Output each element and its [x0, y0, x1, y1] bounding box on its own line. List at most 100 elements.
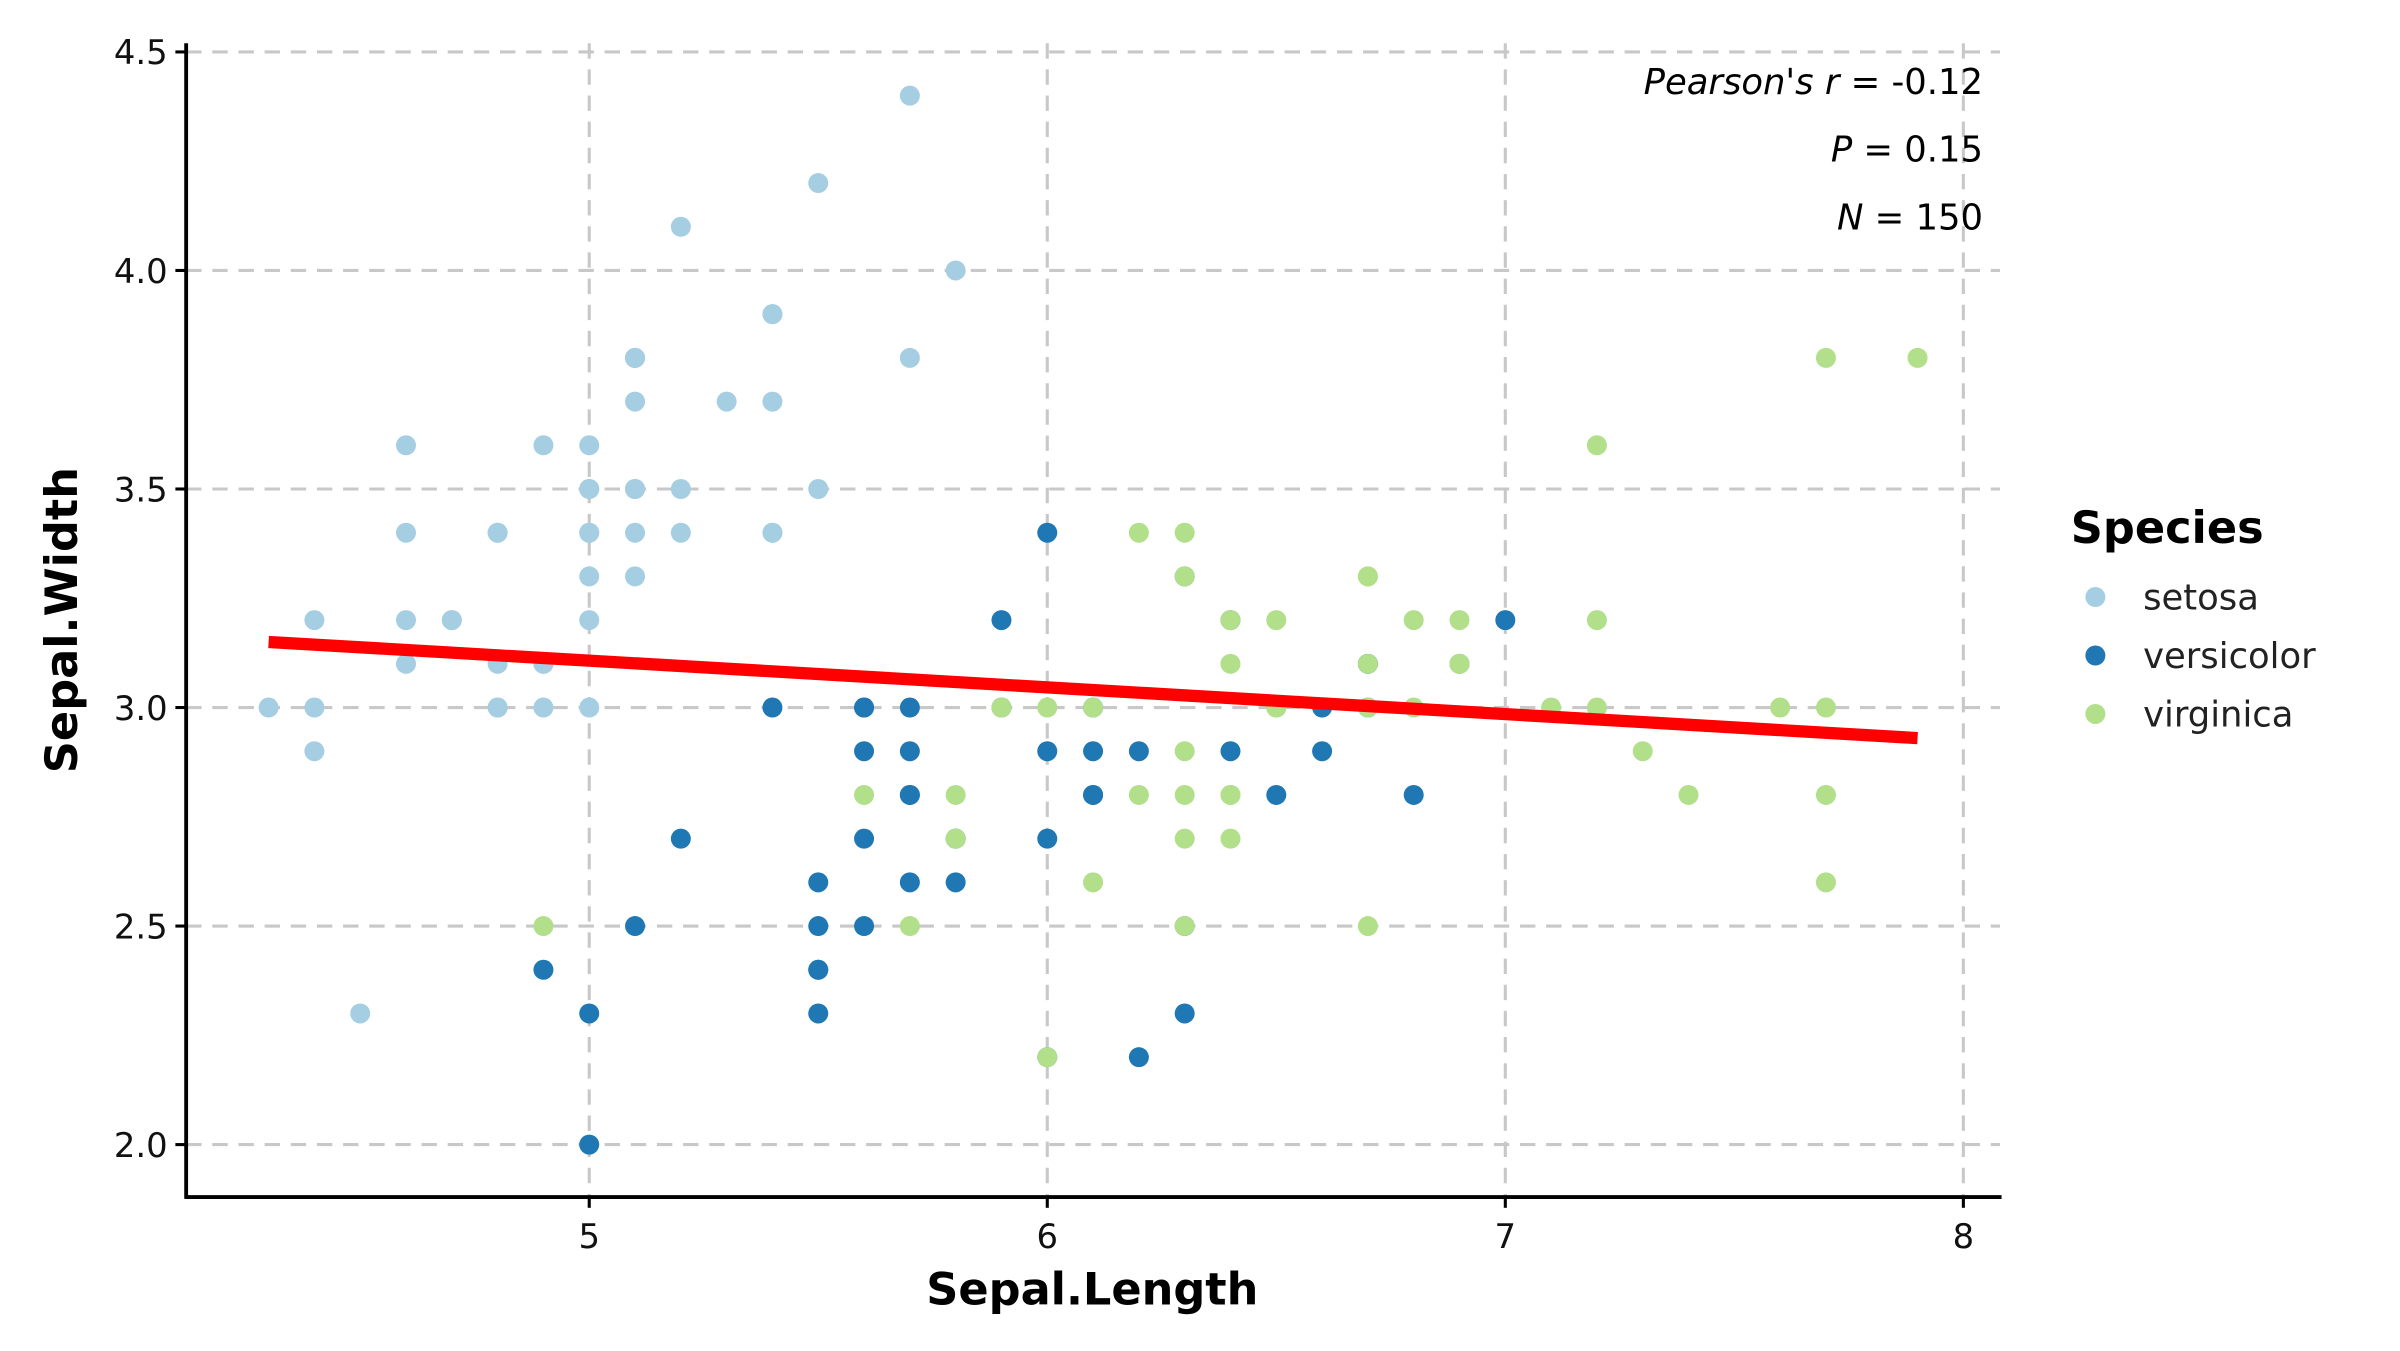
point-setosa	[670, 478, 691, 499]
point-virginica	[1770, 697, 1791, 718]
point-setosa	[579, 697, 600, 718]
point-versicolor	[625, 916, 646, 937]
point-virginica	[1037, 697, 1058, 718]
point-virginica	[1357, 916, 1378, 937]
point-virginica	[1083, 697, 1104, 718]
point-setosa	[396, 653, 417, 674]
annotation-label: N	[1837, 197, 1863, 238]
point-versicolor	[854, 741, 875, 762]
annotation-value: = -0.12	[1839, 62, 1983, 103]
point-versicolor	[899, 784, 920, 805]
point-versicolor	[1128, 1047, 1149, 1068]
point-setosa	[487, 522, 508, 543]
point-virginica	[1083, 872, 1104, 893]
point-setosa	[899, 347, 920, 368]
legend-marker-virginica	[2085, 703, 2106, 724]
ticks: 5 6 7 8 2.0 2.5 3.0 3.5 4.0 4.5	[114, 33, 1974, 1256]
point-virginica	[1907, 347, 1928, 368]
annotation-pearson: Pearson's r = -0.12	[1644, 62, 1983, 103]
point-versicolor	[899, 697, 920, 718]
point-virginica	[854, 784, 875, 805]
point-versicolor	[1083, 741, 1104, 762]
point-versicolor	[854, 828, 875, 849]
point-virginica	[1815, 784, 1836, 805]
point-setosa	[533, 435, 554, 456]
point-virginica	[945, 828, 966, 849]
y-tick-label: 3.0	[114, 689, 168, 728]
point-virginica	[1449, 653, 1470, 674]
point-virginica	[1220, 610, 1241, 631]
y-tick-label: 4.5	[114, 33, 168, 72]
point-virginica	[1266, 610, 1287, 631]
y-tick-label: 2.0	[114, 1126, 168, 1165]
legend-marker-versicolor	[2085, 645, 2106, 666]
legend-label-versicolor: versicolor	[2143, 636, 2316, 677]
point-virginica	[1357, 566, 1378, 587]
annotation-n: N = 150	[1837, 197, 1983, 238]
annotation-value: = 0.15	[1852, 130, 1983, 171]
legend-marker-setosa	[2085, 587, 2106, 608]
point-setosa	[625, 347, 646, 368]
point-virginica	[1174, 828, 1195, 849]
point-versicolor	[670, 828, 691, 849]
point-versicolor	[991, 610, 1012, 631]
x-axis-title: Sepal.Length	[926, 1264, 1258, 1316]
point-virginica	[945, 784, 966, 805]
point-virginica	[1586, 435, 1607, 456]
point-versicolor	[1083, 784, 1104, 805]
point-setosa	[350, 1003, 371, 1024]
point-versicolor	[854, 697, 875, 718]
point-versicolor	[579, 1134, 600, 1155]
point-setosa	[670, 216, 691, 237]
point-versicolor	[808, 1003, 829, 1024]
point-setosa	[625, 391, 646, 412]
annotation-p: P = 0.15	[1831, 130, 1983, 171]
point-versicolor	[533, 959, 554, 980]
point-versicolor	[1128, 741, 1149, 762]
point-setosa	[258, 697, 279, 718]
point-versicolor	[1037, 828, 1058, 849]
point-virginica	[1220, 653, 1241, 674]
point-setosa	[533, 697, 554, 718]
annotation-label: P	[1831, 130, 1853, 171]
point-setosa	[579, 478, 600, 499]
point-setosa	[396, 610, 417, 631]
point-setosa	[396, 522, 417, 543]
x-tick-label: 6	[1037, 1217, 1059, 1256]
y-tick-label: 3.5	[114, 470, 168, 509]
point-setosa	[808, 173, 829, 194]
point-virginica	[1220, 828, 1241, 849]
point-setosa	[762, 391, 783, 412]
point-setosa	[625, 522, 646, 543]
annotation-value: = 150	[1863, 197, 1983, 238]
point-versicolor	[808, 872, 829, 893]
legend-label-virginica: virginica	[2143, 694, 2293, 735]
point-versicolor	[1403, 784, 1424, 805]
stats-annotation: Pearson's r = -0.12 P = 0.15 N = 150	[1644, 62, 1983, 238]
point-virginica	[1815, 872, 1836, 893]
point-versicolor	[899, 741, 920, 762]
point-versicolor	[899, 872, 920, 893]
point-versicolor	[1174, 1003, 1195, 1024]
point-virginica	[1174, 784, 1195, 805]
point-virginica	[991, 697, 1012, 718]
point-virginica	[1678, 784, 1699, 805]
point-versicolor	[1312, 741, 1333, 762]
point-setosa	[762, 304, 783, 325]
data-points	[258, 85, 1928, 1155]
point-setosa	[899, 85, 920, 106]
point-setosa	[716, 391, 737, 412]
point-virginica	[1815, 697, 1836, 718]
point-virginica	[533, 916, 554, 937]
point-versicolor	[1266, 784, 1287, 805]
point-virginica	[1220, 784, 1241, 805]
point-setosa	[487, 697, 508, 718]
point-setosa	[945, 260, 966, 281]
point-setosa	[625, 566, 646, 587]
point-virginica	[1128, 784, 1149, 805]
point-virginica	[1403, 610, 1424, 631]
y-axis-title: Sepal.Width	[36, 467, 88, 773]
point-virginica	[1174, 522, 1195, 543]
point-virginica	[1586, 697, 1607, 718]
